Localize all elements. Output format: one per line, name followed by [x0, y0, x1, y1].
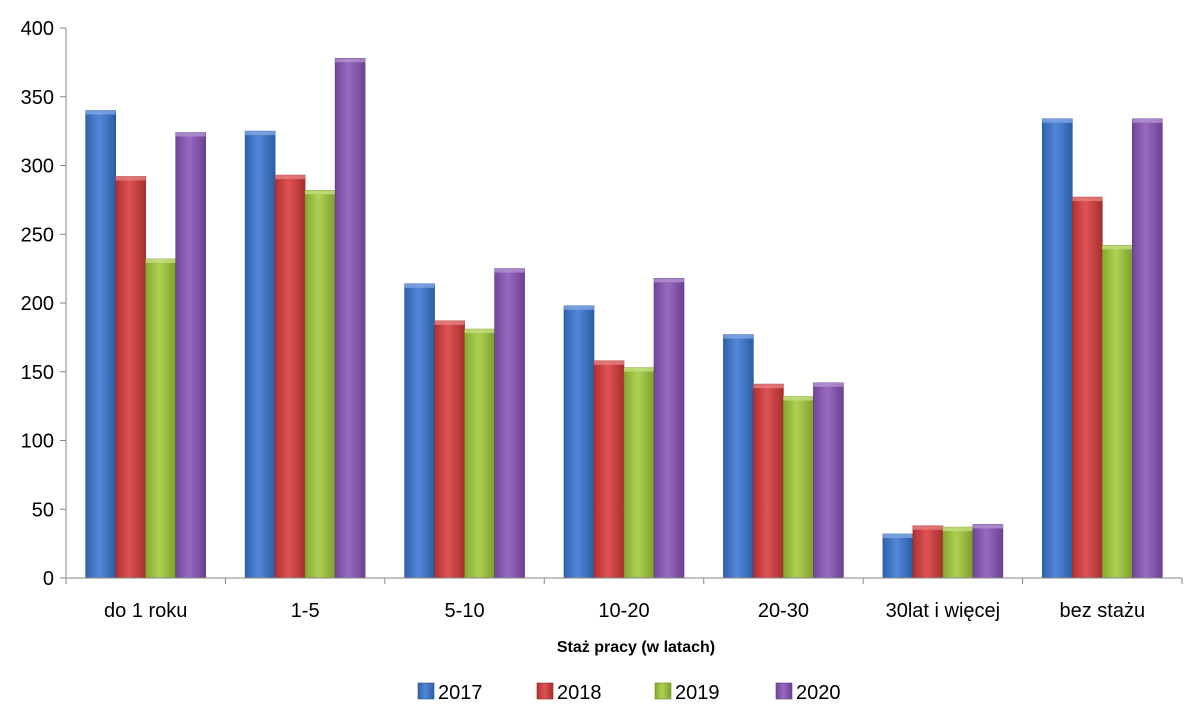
bar-cap-2019-2 [464, 329, 495, 334]
bar-cap-2018-0 [115, 176, 146, 181]
bar-2020-4 [813, 382, 844, 579]
x-tick-label: 1-5 [291, 600, 320, 622]
bar-cap-2020-5 [972, 524, 1003, 529]
bar-cap-2018-4 [753, 384, 784, 389]
bar-2017-3 [563, 305, 595, 579]
y-ticks: 0 50 100 150 200 250 300 350 400 [21, 18, 66, 590]
x-tick-label: 5-10 [445, 600, 485, 622]
bar-2019-2 [464, 328, 495, 579]
bar-cap-2017-5 [882, 534, 913, 538]
bar-cap-2018-2 [434, 320, 465, 325]
y-tick-label: 400 [21, 18, 54, 40]
x-tick-label: bez stażu [1059, 600, 1145, 622]
x-tick-label: do 1 roku [104, 600, 187, 622]
bar-2020-2 [494, 268, 525, 579]
bar-cap-2020-3 [654, 278, 684, 283]
y-tick-label: 150 [21, 362, 54, 384]
bar-2018-0 [115, 176, 146, 579]
bar-2017-6 [1042, 118, 1073, 579]
legend-swatch-2019 [654, 682, 672, 700]
bar-cap-2019-5 [942, 527, 973, 532]
y-tick-label: 250 [21, 224, 54, 246]
bar-cap-2017-4 [723, 334, 754, 339]
legend-label-2017: 2017 [438, 682, 483, 704]
bar-cap-2018-6 [1072, 197, 1103, 202]
bar-2019-1 [304, 190, 336, 579]
bar-cap-2020-2 [494, 268, 525, 273]
bar-cap-2020-0 [175, 132, 206, 137]
bar-2018-3 [593, 360, 625, 579]
y-tick-label: 350 [21, 87, 54, 109]
bar-cap-2019-0 [145, 259, 176, 263]
x-tick-label: 10-20 [598, 600, 649, 622]
bar-2018-5 [912, 525, 944, 579]
bar-cap-2020-4 [813, 382, 844, 387]
bar-cap-2020-1 [335, 58, 366, 63]
x-ticks: do 1 roku 1-5 5-10 10-20 20-30 30lat i więcej… [65, 578, 1183, 622]
y-tick-label: 300 [21, 156, 54, 178]
legend-label-2019: 2019 [675, 682, 720, 704]
bar-2018-6 [1072, 196, 1103, 579]
legend-label-2018: 2018 [557, 682, 602, 704]
bar-2019-4 [783, 396, 814, 579]
bar-2019-5 [942, 526, 974, 579]
bar-cap-2018-1 [275, 175, 306, 180]
bar-2020-3 [653, 277, 685, 579]
bar-cap-2019-3 [624, 367, 654, 372]
bar-2018-1 [274, 174, 306, 579]
y-tick-label: 0 [43, 568, 54, 590]
y-tick-label: 50 [32, 499, 54, 521]
bar-2020-6 [1132, 118, 1163, 579]
x-axis-title: Staż pracy (w latach) [557, 639, 715, 656]
bar-2017-4 [723, 334, 754, 579]
bar-cap-2017-6 [1042, 118, 1073, 123]
bar-cap-2017-3 [564, 305, 594, 310]
bar-2019-3 [623, 367, 655, 579]
bars-layer [85, 57, 1163, 579]
bar-cap-2017-1 [245, 131, 276, 136]
bar-2018-4 [753, 383, 784, 579]
bar-cap-2019-4 [783, 396, 814, 401]
bar-2017-2 [404, 283, 435, 579]
legend-swatch-2018 [536, 682, 554, 700]
bar-cap-2020-6 [1132, 118, 1163, 123]
bar-2020-5 [972, 524, 1004, 579]
bar-cap-2018-3 [594, 360, 624, 365]
bar-2017-1 [244, 130, 276, 579]
y-tick-label: 200 [21, 293, 54, 315]
bar-2019-0 [145, 258, 176, 579]
x-tick-label: 30lat i więcej [886, 600, 1001, 622]
legend-label-2020: 2020 [796, 682, 841, 704]
bar-cap-2019-6 [1102, 245, 1133, 250]
legend: 2017 2018 2019 2020 [417, 682, 841, 704]
bar-cap-2019-1 [305, 190, 336, 195]
bar-2020-1 [334, 57, 366, 579]
bar-cap-2017-2 [404, 283, 435, 288]
x-tick-label: 20-30 [758, 600, 809, 622]
bar-2020-0 [175, 132, 206, 579]
bar-cap-2018-5 [912, 525, 943, 530]
y-tick-label: 100 [21, 431, 54, 453]
bar-2017-5 [882, 533, 914, 579]
bar-cap-2017-0 [85, 110, 116, 115]
legend-swatch-2020 [775, 682, 793, 700]
bar-2019-6 [1102, 245, 1133, 579]
legend-swatch-2017 [417, 682, 435, 700]
bar-2017-0 [85, 110, 116, 579]
bar-2018-2 [434, 320, 465, 579]
